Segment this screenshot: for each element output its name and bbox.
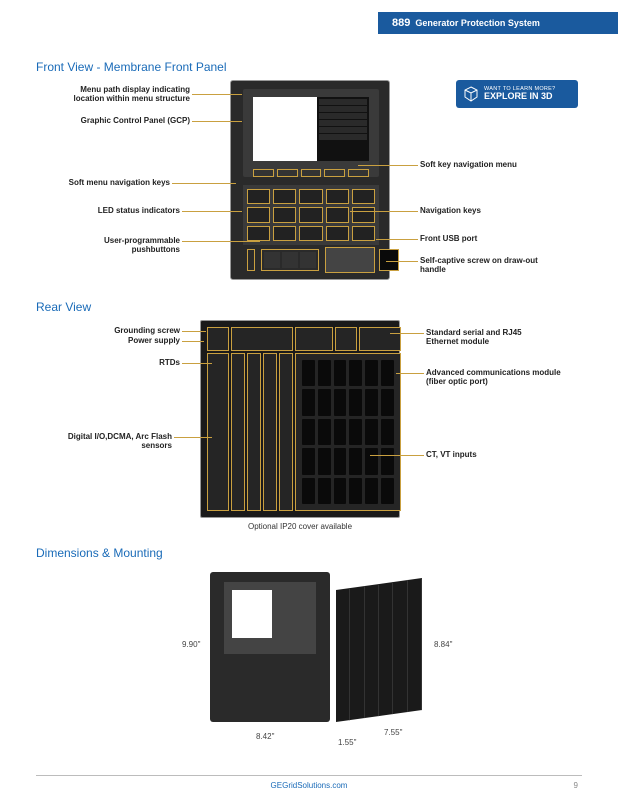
callout-label: Soft key navigation menu: [420, 160, 517, 169]
callout-label: Self-captive screw on draw-out handle: [420, 256, 538, 274]
explore-3d-badge[interactable]: WANT TO LEARN MORE? EXPLORE IN 3D: [456, 80, 578, 108]
callout-usb: Front USB port: [420, 234, 540, 243]
callout-label: Advanced communications module (fiber op…: [426, 368, 561, 386]
callout-label: User-programmable pushbuttons: [104, 236, 180, 254]
front-device-diagram: [230, 80, 390, 280]
rear-module-grid: [207, 327, 393, 511]
dim-width-front: 8.42": [256, 732, 274, 741]
dim-screen: [224, 582, 316, 654]
product-name: Generator Protection System: [415, 18, 540, 28]
soft-key-row: [253, 169, 369, 177]
dim-height-rear: 8.84": [434, 640, 452, 649]
cube-icon: [462, 85, 480, 103]
callout-comms: Advanced communications module (fiber op…: [426, 368, 566, 386]
dim-height-front: 9.90": [182, 640, 200, 649]
dim-front-unit: [210, 572, 330, 722]
callout-led: LED status indicators: [60, 206, 180, 215]
callout-label: Front USB port: [420, 234, 477, 243]
callout-rtds: RTDs: [60, 358, 180, 367]
callout-label: Power supply: [128, 336, 180, 345]
callout-nav: Navigation keys: [420, 206, 540, 215]
callout-menu-path: Menu path display indicating location wi…: [70, 85, 190, 103]
dim-side-unit: [336, 578, 422, 722]
callout-label: Graphic Control Panel (GCP): [81, 116, 190, 125]
callout-label: RTDs: [159, 358, 180, 367]
callout-label: LED status indicators: [98, 206, 180, 215]
callout-digital: Digital I/O,DCMA, Arc Flash sensors: [52, 432, 172, 450]
screen-graphic-area: [253, 97, 317, 161]
callout-screw: Self-captive screw on draw-out handle: [420, 256, 540, 274]
callout-label: Menu path display indicating location wi…: [74, 85, 190, 103]
usb-port: [379, 249, 399, 271]
product-number: 889: [392, 17, 410, 29]
footer-rule: [36, 775, 582, 776]
callout-label: Soft menu navigation keys: [69, 178, 170, 187]
ct-vt-block: [295, 353, 401, 511]
section-title-rear: Rear View: [36, 300, 91, 314]
pushbutton-row: [261, 249, 319, 271]
callout-label: Navigation keys: [420, 206, 481, 215]
footer-url: GEGridSolutions.com: [0, 781, 618, 790]
dim-depth-step: 1.55": [338, 738, 356, 747]
front-screen-bezel: [243, 89, 379, 177]
dim-depth: 7.55": [384, 728, 402, 737]
callout-power: Power supply: [60, 336, 180, 345]
callout-pushbuttons: User-programmable pushbuttons: [60, 236, 180, 254]
section-title-front: Front View - Membrane Front Panel: [36, 60, 227, 74]
front-screen: [253, 97, 369, 161]
callout-gcp: Graphic Control Panel (GCP): [70, 116, 190, 125]
screen-menu-area: [317, 97, 369, 161]
callout-label: Grounding screw: [114, 326, 180, 335]
callout-soft-key: Soft key navigation menu: [420, 160, 540, 169]
callout-serial: Standard serial and RJ45 Ethernet module: [426, 328, 546, 346]
callout-label: CT, VT inputs: [426, 450, 477, 459]
button-panel: [243, 185, 379, 245]
section-title-dims: Dimensions & Mounting: [36, 546, 163, 560]
dimensions-diagram: 9.90" 8.84" 8.42" 1.55" 7.55": [180, 568, 460, 754]
callout-label: Standard serial and RJ45 Ethernet module: [426, 328, 522, 346]
callout-soft-menu: Soft menu navigation keys: [50, 178, 170, 187]
callout-grounding: Grounding screw: [60, 326, 180, 335]
led-indicators: [247, 249, 255, 271]
callout-label: Digital I/O,DCMA, Arc Flash sensors: [68, 432, 172, 450]
rear-device-diagram: [200, 320, 400, 518]
explore-big: EXPLORE IN 3D: [484, 92, 556, 101]
header-band: 889 Generator Protection System: [378, 12, 618, 34]
navigation-keys: [325, 247, 375, 273]
rear-caption: Optional IP20 cover available: [200, 522, 400, 531]
footer-page: 9: [574, 781, 578, 790]
callout-ctvt: CT, VT inputs: [426, 450, 546, 459]
